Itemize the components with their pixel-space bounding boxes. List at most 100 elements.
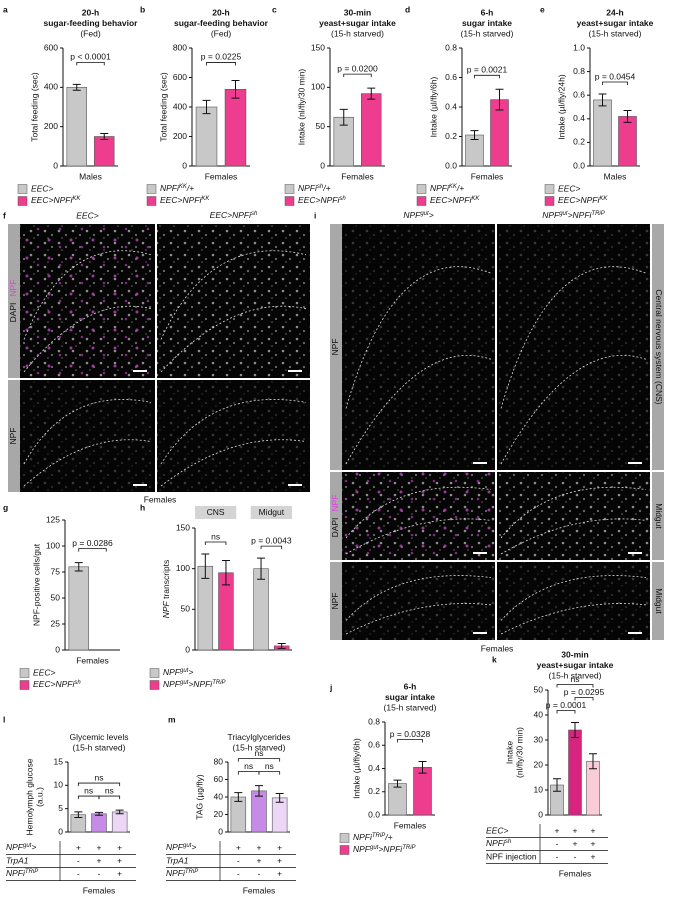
legend-label-part: NPF xyxy=(163,667,181,677)
y-axis-label: (a.u.) xyxy=(34,787,44,807)
panel-title: sugar intake xyxy=(385,692,435,702)
y-tick-label: 0.2 xyxy=(445,131,457,141)
table-cell: + xyxy=(117,842,122,852)
panel-label: e xyxy=(540,4,545,14)
tissue-outline xyxy=(345,266,492,465)
y-tick-label: 0.2 xyxy=(573,137,585,147)
significance-bracket xyxy=(98,795,121,800)
table-cell: + xyxy=(555,825,560,835)
y-tick-label: 80 xyxy=(214,756,224,766)
table-row-label: NPFgut> xyxy=(166,842,196,852)
table-row-label-part: sh xyxy=(505,839,512,845)
significance-bracket xyxy=(556,684,594,688)
legend-swatch xyxy=(544,196,555,206)
side-label-part: NPF xyxy=(330,593,340,610)
side-strip xyxy=(330,562,342,640)
column-header-part: EEC>NPFi xyxy=(210,210,252,220)
legend-label-part: KK xyxy=(599,196,608,202)
error-bar xyxy=(201,553,210,579)
y-tick-label: 400 xyxy=(44,82,58,92)
y-tick-label: 0.4 xyxy=(573,113,585,123)
legend-label-part: sh xyxy=(74,680,81,686)
micrograph-cells xyxy=(497,472,650,560)
table-row-label: TrpA1 xyxy=(166,855,189,865)
table-cell: + xyxy=(117,855,122,865)
legend-label-part: NPF xyxy=(353,844,371,854)
bar xyxy=(593,99,612,167)
p-value: ns xyxy=(84,785,93,795)
table-cell: + xyxy=(76,842,81,852)
legend-label-part: EEC>NPFi xyxy=(31,195,73,205)
legend-swatch xyxy=(416,184,427,194)
table-row-label: NPFiTRiP xyxy=(166,868,198,878)
legend-swatch xyxy=(284,184,295,194)
legend-swatch xyxy=(17,184,28,194)
legend-label-part: /+ xyxy=(322,183,330,193)
legend-label-part: KK xyxy=(449,184,458,190)
p-value: p = 0.0001 xyxy=(546,700,587,710)
error-bar xyxy=(221,560,230,586)
y-tick-label: 0 xyxy=(538,809,543,819)
y-tick-label: 0.0 xyxy=(573,160,585,170)
legend-label-part: KK xyxy=(201,196,210,202)
panel-title: (15-h starved) xyxy=(549,670,602,680)
table-cell: + xyxy=(277,842,282,852)
legend-label-part: NPFi xyxy=(430,183,450,193)
bar xyxy=(195,106,218,167)
y-axis-label: Intake (nl/fly/30 min) xyxy=(296,69,306,146)
column-header: NPFgut>NPFiTRiP xyxy=(542,210,605,220)
significance-bracket xyxy=(574,697,594,701)
panel-title: 30-min xyxy=(561,649,588,659)
legend-label: EEC>NPFiKK xyxy=(31,195,81,205)
error-bar xyxy=(72,83,81,91)
error-bar xyxy=(470,130,479,140)
legend-label: NPFgut> xyxy=(163,667,193,677)
column-header-part: NPF xyxy=(403,210,421,220)
table-cell: - xyxy=(237,868,240,878)
table-cell: - xyxy=(556,851,559,861)
panel-title: 6-h xyxy=(404,681,417,691)
legend-label: EEC> xyxy=(31,183,53,193)
panel-title: Triacylglycerides xyxy=(228,732,291,742)
panel-title: yeast+sugar intake xyxy=(319,18,396,28)
legend-label-part: EEC>NPFi xyxy=(33,679,75,689)
p-value: ns xyxy=(265,761,274,771)
table-cell: + xyxy=(591,851,596,861)
group-header-label: Midgut xyxy=(259,507,285,517)
table-cell: + xyxy=(117,868,122,878)
legend-swatch xyxy=(416,196,427,206)
bar xyxy=(111,811,128,833)
group-label: Males xyxy=(79,171,102,181)
tissue-outline xyxy=(500,486,647,555)
tissue-outline xyxy=(23,250,152,373)
legend-swatch xyxy=(149,668,160,678)
panel-label: f xyxy=(3,210,6,220)
y-tick-label: 0.6 xyxy=(573,89,585,99)
table-row-label: NPFgut> xyxy=(6,842,36,852)
legend-swatch xyxy=(146,184,157,194)
tissue-outline xyxy=(345,486,492,555)
table-cell: + xyxy=(277,868,282,878)
significance-bracket xyxy=(237,758,281,762)
panel-label: a xyxy=(3,4,8,14)
bar xyxy=(251,790,267,833)
table-row-label-part: gut xyxy=(183,843,192,849)
panel-label: j xyxy=(329,682,332,692)
table-cell: - xyxy=(574,851,577,861)
side-strip xyxy=(8,380,20,492)
group-label: Males xyxy=(604,171,627,181)
error-bar xyxy=(74,811,83,819)
column-header: EEC>NPFish xyxy=(210,210,258,220)
error-bar xyxy=(553,778,561,792)
y-tick-label: 40 xyxy=(214,791,224,801)
y-tick-label: 0.4 xyxy=(368,763,380,773)
significance-bracket xyxy=(260,545,283,550)
y-tick-label: 0.8 xyxy=(368,716,380,726)
p-value: p = 0.0043 xyxy=(251,535,292,545)
table-cell: - xyxy=(237,855,240,865)
group-header-label: CNS xyxy=(207,507,225,517)
y-tick-label: 50 xyxy=(51,592,61,602)
y-tick-label: 0 xyxy=(55,644,60,654)
panel-title: (Fed) xyxy=(80,28,100,38)
